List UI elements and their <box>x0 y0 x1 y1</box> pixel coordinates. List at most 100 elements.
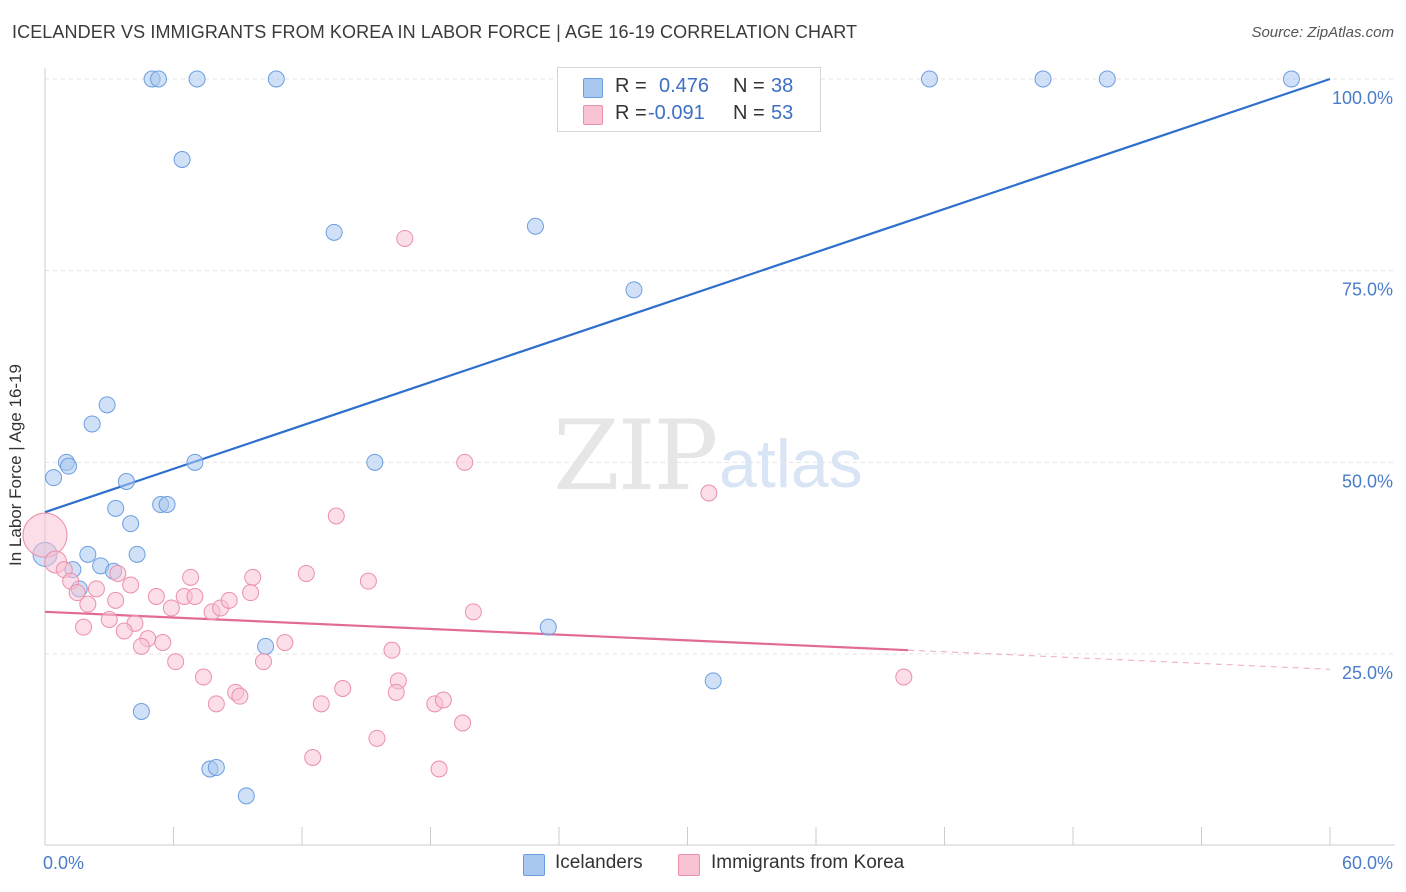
n-value: 53 <box>771 102 794 124</box>
point-korea <box>297 565 315 582</box>
point-korea <box>276 634 294 651</box>
axes <box>44 68 1395 846</box>
point-korea <box>75 618 93 636</box>
point-korea <box>430 760 448 778</box>
point-korea <box>334 680 352 697</box>
point-korea <box>162 599 180 617</box>
point-korea <box>207 695 225 713</box>
point-icelanders <box>366 453 384 471</box>
point-korea <box>68 584 86 602</box>
point-icelanders <box>158 496 176 513</box>
n-value: 38 <box>771 75 794 97</box>
trend-lines <box>44 77 1331 670</box>
point-icelanders <box>188 70 206 88</box>
y-tick-label: 50.0% <box>1342 471 1393 491</box>
point-korea <box>396 229 414 247</box>
chart-title: ICELANDER VS IMMIGRANTS FROM KOREA IN LA… <box>12 22 858 42</box>
r-value: -0.091 <box>648 102 705 124</box>
point-icelanders <box>83 415 101 433</box>
point-icelanders <box>539 618 557 636</box>
point-korea <box>312 695 330 713</box>
legend-swatch-korea <box>678 854 700 876</box>
point-korea <box>154 634 172 651</box>
point-icelanders <box>60 457 78 475</box>
point-korea <box>122 576 140 594</box>
point-korea <box>368 729 386 747</box>
x-tick-label-max: 60.0% <box>1342 853 1393 873</box>
point-korea <box>220 591 238 609</box>
point-korea <box>327 507 345 525</box>
point-korea <box>231 687 249 705</box>
point-korea <box>304 749 322 766</box>
legend-swatch-icelanders <box>583 78 603 98</box>
legend-swatch-korea <box>583 105 603 125</box>
point-icelanders <box>128 545 146 563</box>
point-icelanders <box>122 515 140 533</box>
n-label: N = <box>733 102 765 124</box>
trend-line-icelanders <box>44 77 1331 514</box>
stats-legend: R = 0.476 N = 38 R = -0.091 N = 53 <box>557 67 821 132</box>
y-tick-label: 25.0% <box>1342 663 1393 683</box>
r-label: R = <box>615 102 647 124</box>
chart-source: Source: ZipAtlas.com <box>1251 24 1394 41</box>
point-korea <box>147 588 165 605</box>
point-icelanders <box>150 70 168 88</box>
point-korea <box>434 691 452 709</box>
r-value: 0.476 <box>659 75 710 97</box>
point-korea <box>254 653 272 671</box>
point-icelanders <box>1282 70 1300 88</box>
point-icelanders <box>921 70 939 88</box>
point-korea <box>87 580 105 598</box>
trend-line-korea-extrapolated <box>908 649 1331 670</box>
point-korea <box>79 595 97 613</box>
y-axis-label: In Labor Force | Age 16-19 <box>6 364 25 566</box>
point-icelanders <box>257 637 275 655</box>
point-icelanders <box>704 672 722 690</box>
stats-row-icelanders: R = 0.476 N = 38 <box>558 75 820 101</box>
point-icelanders <box>526 217 544 235</box>
point-korea <box>244 568 262 586</box>
point-icelanders <box>1034 70 1052 88</box>
point-korea <box>186 588 204 605</box>
legend-swatch-icelanders <box>523 854 545 876</box>
stats-row-korea: R = -0.091 N = 53 <box>558 102 820 128</box>
point-korea <box>100 611 118 628</box>
point-korea <box>115 622 133 640</box>
point-icelanders <box>207 758 225 776</box>
point-korea <box>387 683 405 701</box>
point-icelanders <box>1098 70 1116 88</box>
point-korea <box>359 572 377 590</box>
point-korea <box>464 603 482 621</box>
data-points <box>22 70 1300 805</box>
point-korea <box>454 714 472 732</box>
point-korea <box>242 584 260 602</box>
point-korea <box>456 453 474 471</box>
legend-label-korea: Immigrants from Korea <box>711 852 905 873</box>
watermark-zip: ZIP <box>553 400 718 512</box>
point-icelanders <box>625 281 643 299</box>
r-label: R = <box>615 75 647 97</box>
point-icelanders <box>237 787 255 805</box>
y-tick-label: 100.0% <box>1332 88 1393 108</box>
point-icelanders <box>267 70 285 88</box>
point-icelanders <box>107 499 125 517</box>
n-label: N = <box>733 75 765 97</box>
tick-labels: 25.0% 50.0% 75.0% 100.0% 0.0% 60.0% <box>43 88 1393 873</box>
point-korea <box>132 637 150 655</box>
y-tick-label: 75.0% <box>1342 280 1393 300</box>
x-tick-label-min: 0.0% <box>43 853 84 873</box>
point-icelanders <box>325 223 343 241</box>
point-icelanders <box>45 469 63 487</box>
point-icelanders <box>98 396 116 414</box>
series-legend: Icelanders Immigrants from Korea <box>0 852 1406 878</box>
watermark-atlas: atlas <box>719 426 863 502</box>
point-korea <box>383 641 401 659</box>
grid-lines <box>45 78 1395 655</box>
point-icelanders <box>132 703 150 720</box>
legend-label-icelanders: Icelanders <box>555 852 643 873</box>
point-icelanders <box>173 151 191 168</box>
point-korea <box>109 565 127 582</box>
point-icelanders <box>117 473 135 490</box>
point-korea <box>107 591 125 609</box>
